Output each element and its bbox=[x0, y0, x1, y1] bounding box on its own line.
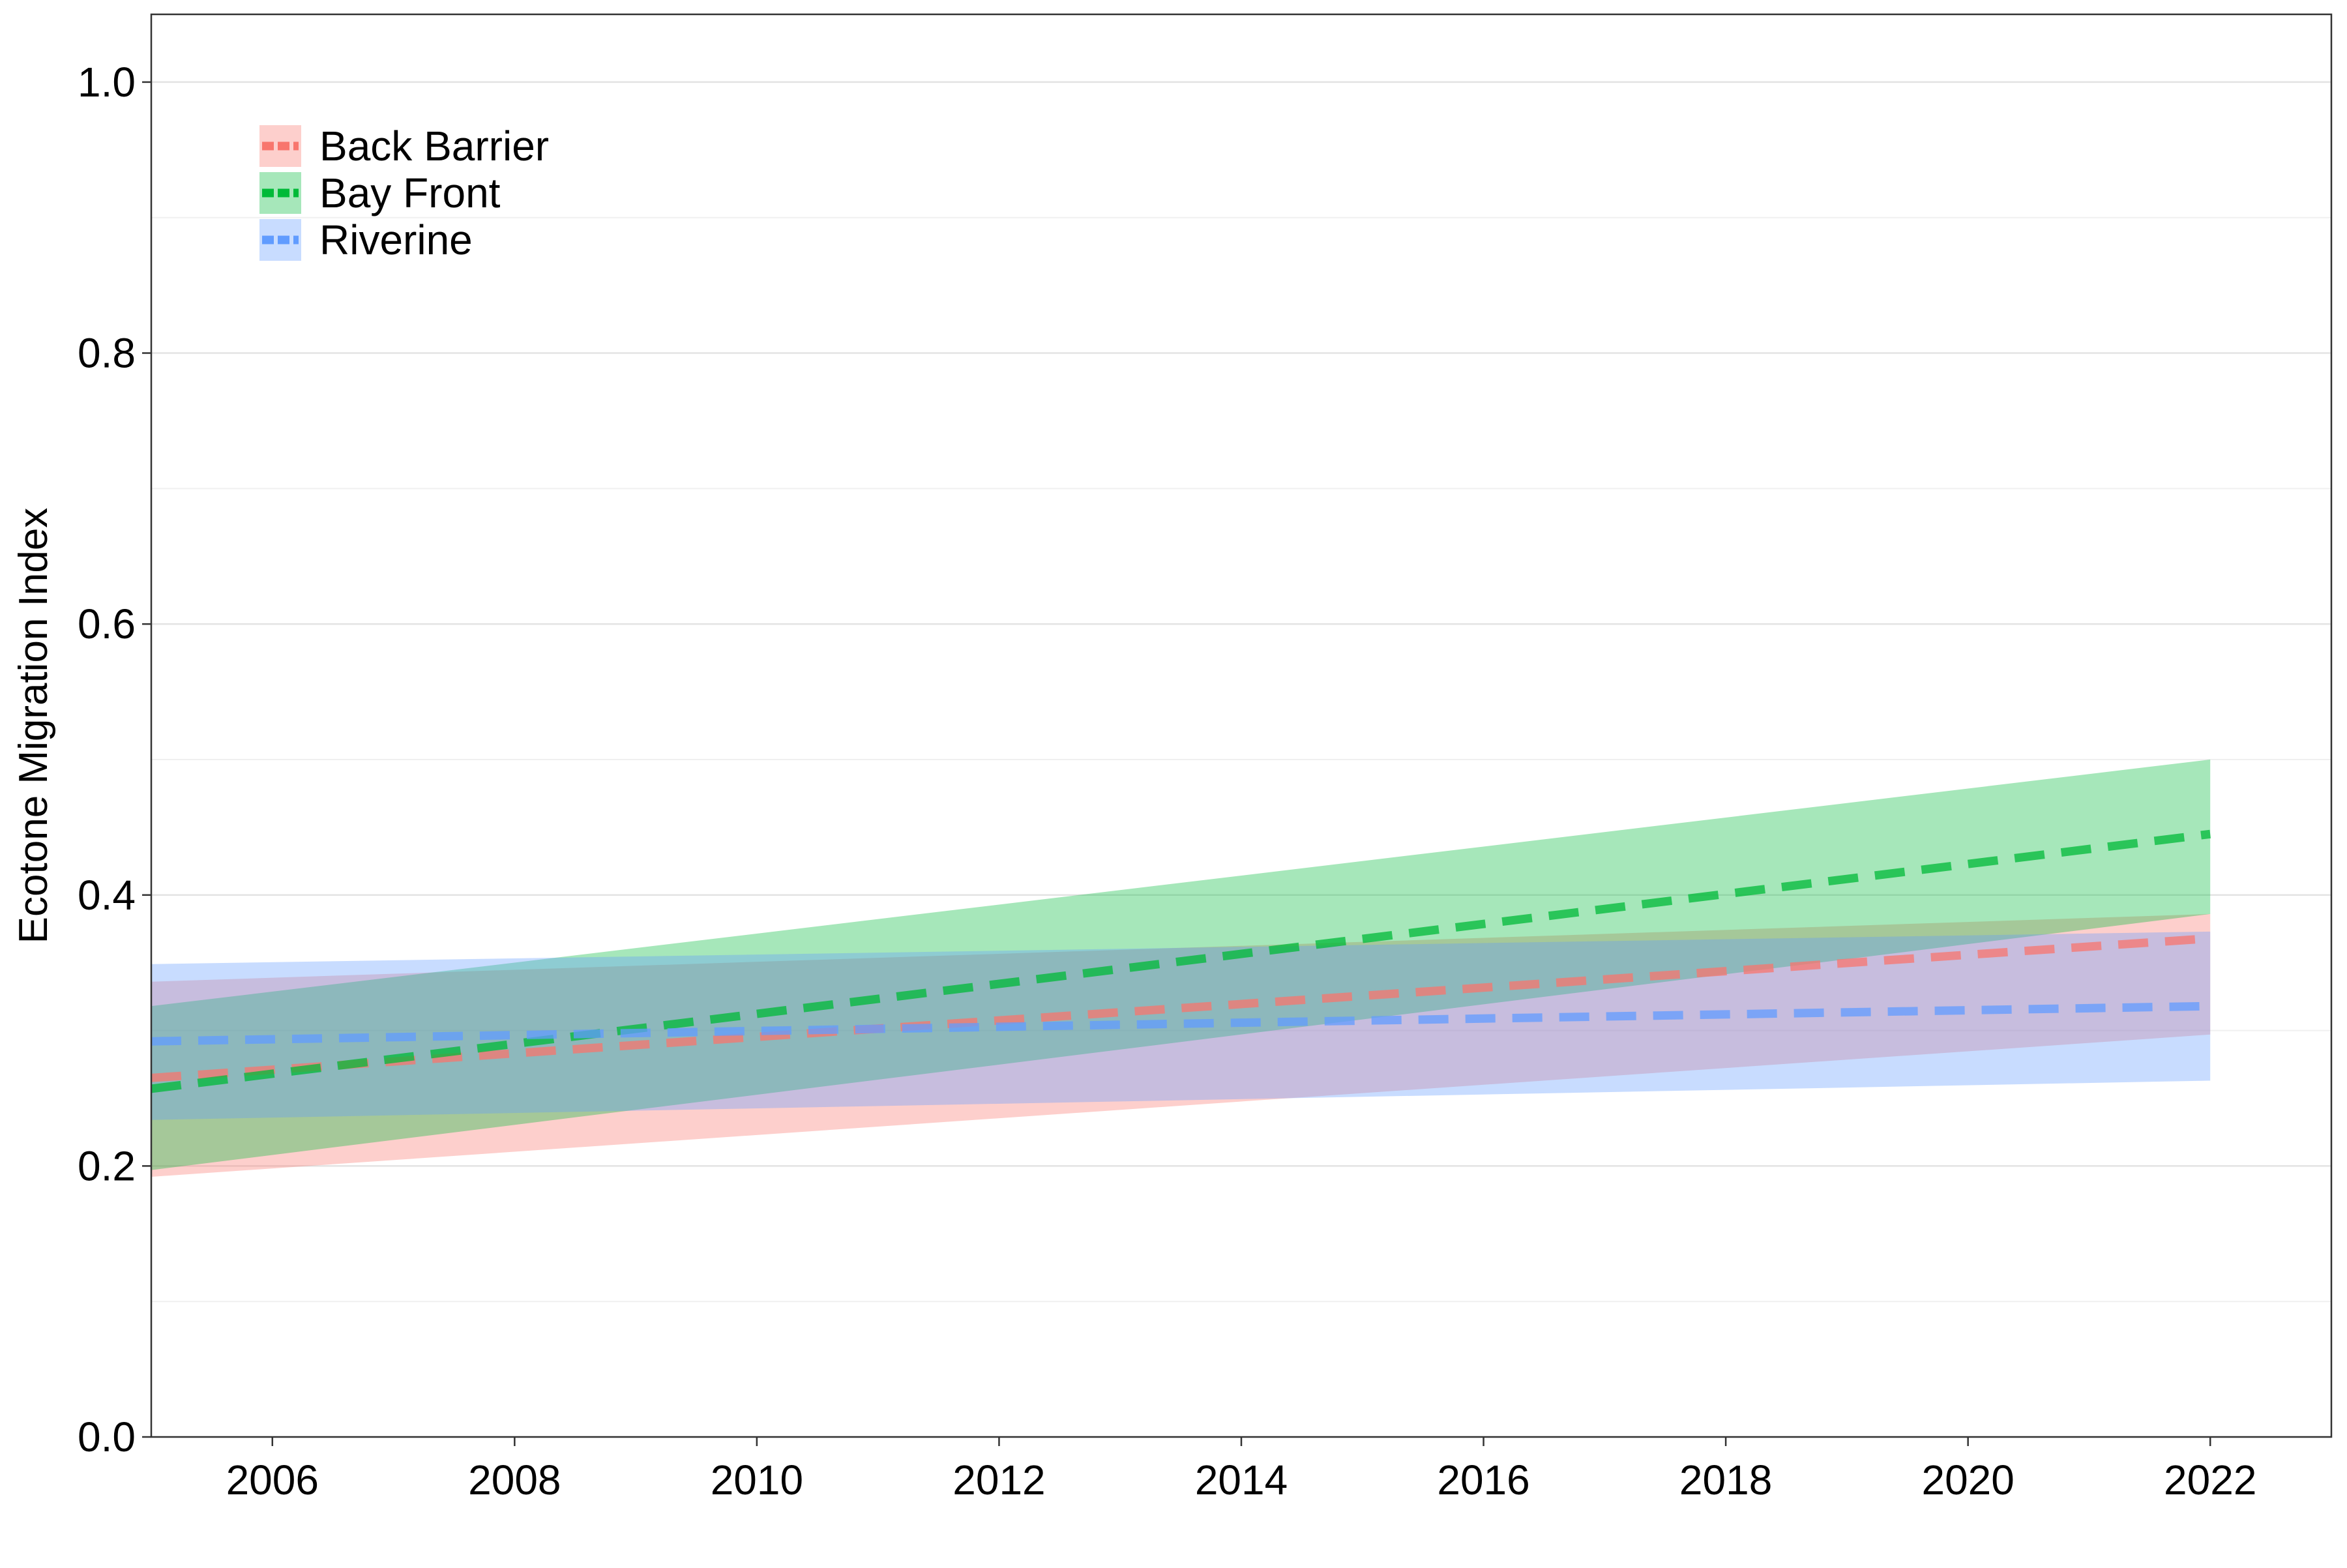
x-tick-label: 2020 bbox=[1921, 1457, 2014, 1503]
ribbon-riverine bbox=[151, 931, 2211, 1120]
fit-line-back-barrier bbox=[151, 934, 2211, 1082]
x-tick-label: 2008 bbox=[468, 1457, 561, 1503]
y-tick-label: 0.4 bbox=[78, 872, 136, 919]
axes: 2006 2008 2010 2012 2014 2016 2018 2020 2022 0.0 0… bbox=[78, 59, 2256, 1503]
x-tick-label: 2016 bbox=[1437, 1457, 1529, 1503]
fit-line-bay-front bbox=[151, 829, 2211, 1093]
legend-label-bay-front: Bay Front bbox=[319, 170, 501, 216]
y-tick-label: 0.2 bbox=[78, 1142, 136, 1189]
x-tick-label: 2022 bbox=[2164, 1457, 2256, 1503]
legend-label-back-barrier: Back Barrier bbox=[319, 123, 549, 170]
x-tick-label: 2014 bbox=[1195, 1457, 1288, 1503]
y-tick-label: 0.6 bbox=[78, 600, 136, 647]
y-axis-title: Ecotone Migration Index bbox=[11, 508, 56, 944]
fit-lines bbox=[151, 829, 2211, 1093]
ribbon-back-barrier bbox=[151, 913, 2211, 1177]
x-tick-label: 2012 bbox=[952, 1457, 1045, 1503]
y-tick-label: 1.0 bbox=[78, 59, 136, 106]
fit-line-riverine bbox=[151, 1001, 2211, 1046]
x-tick-label: 2010 bbox=[711, 1457, 803, 1503]
y-tick-label: 0.8 bbox=[78, 330, 136, 377]
legend-label-riverine: Riverine bbox=[319, 216, 473, 263]
y-tick-label: 0.0 bbox=[78, 1413, 136, 1460]
x-tick-label: 2006 bbox=[226, 1457, 319, 1503]
grid-lines bbox=[151, 81, 2331, 1438]
x-tick-label: 2018 bbox=[1679, 1457, 1772, 1503]
